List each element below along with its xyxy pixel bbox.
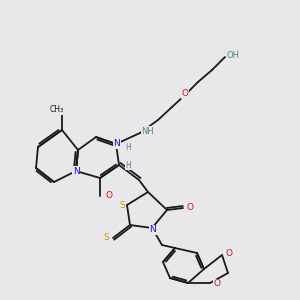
Text: OH: OH <box>226 50 239 59</box>
Text: O: O <box>214 280 220 289</box>
Text: O: O <box>226 250 232 259</box>
Text: N: N <box>73 167 80 176</box>
Text: O: O <box>182 89 188 98</box>
Text: NH: NH <box>142 127 154 136</box>
Text: N: N <box>114 140 120 148</box>
Text: S: S <box>103 233 109 242</box>
Text: H: H <box>125 160 131 169</box>
Text: H: H <box>125 143 131 152</box>
Text: O: O <box>106 191 112 200</box>
Text: CH₃: CH₃ <box>50 106 64 115</box>
Text: S: S <box>119 200 125 209</box>
Text: N: N <box>150 226 156 235</box>
Text: O: O <box>187 203 194 212</box>
